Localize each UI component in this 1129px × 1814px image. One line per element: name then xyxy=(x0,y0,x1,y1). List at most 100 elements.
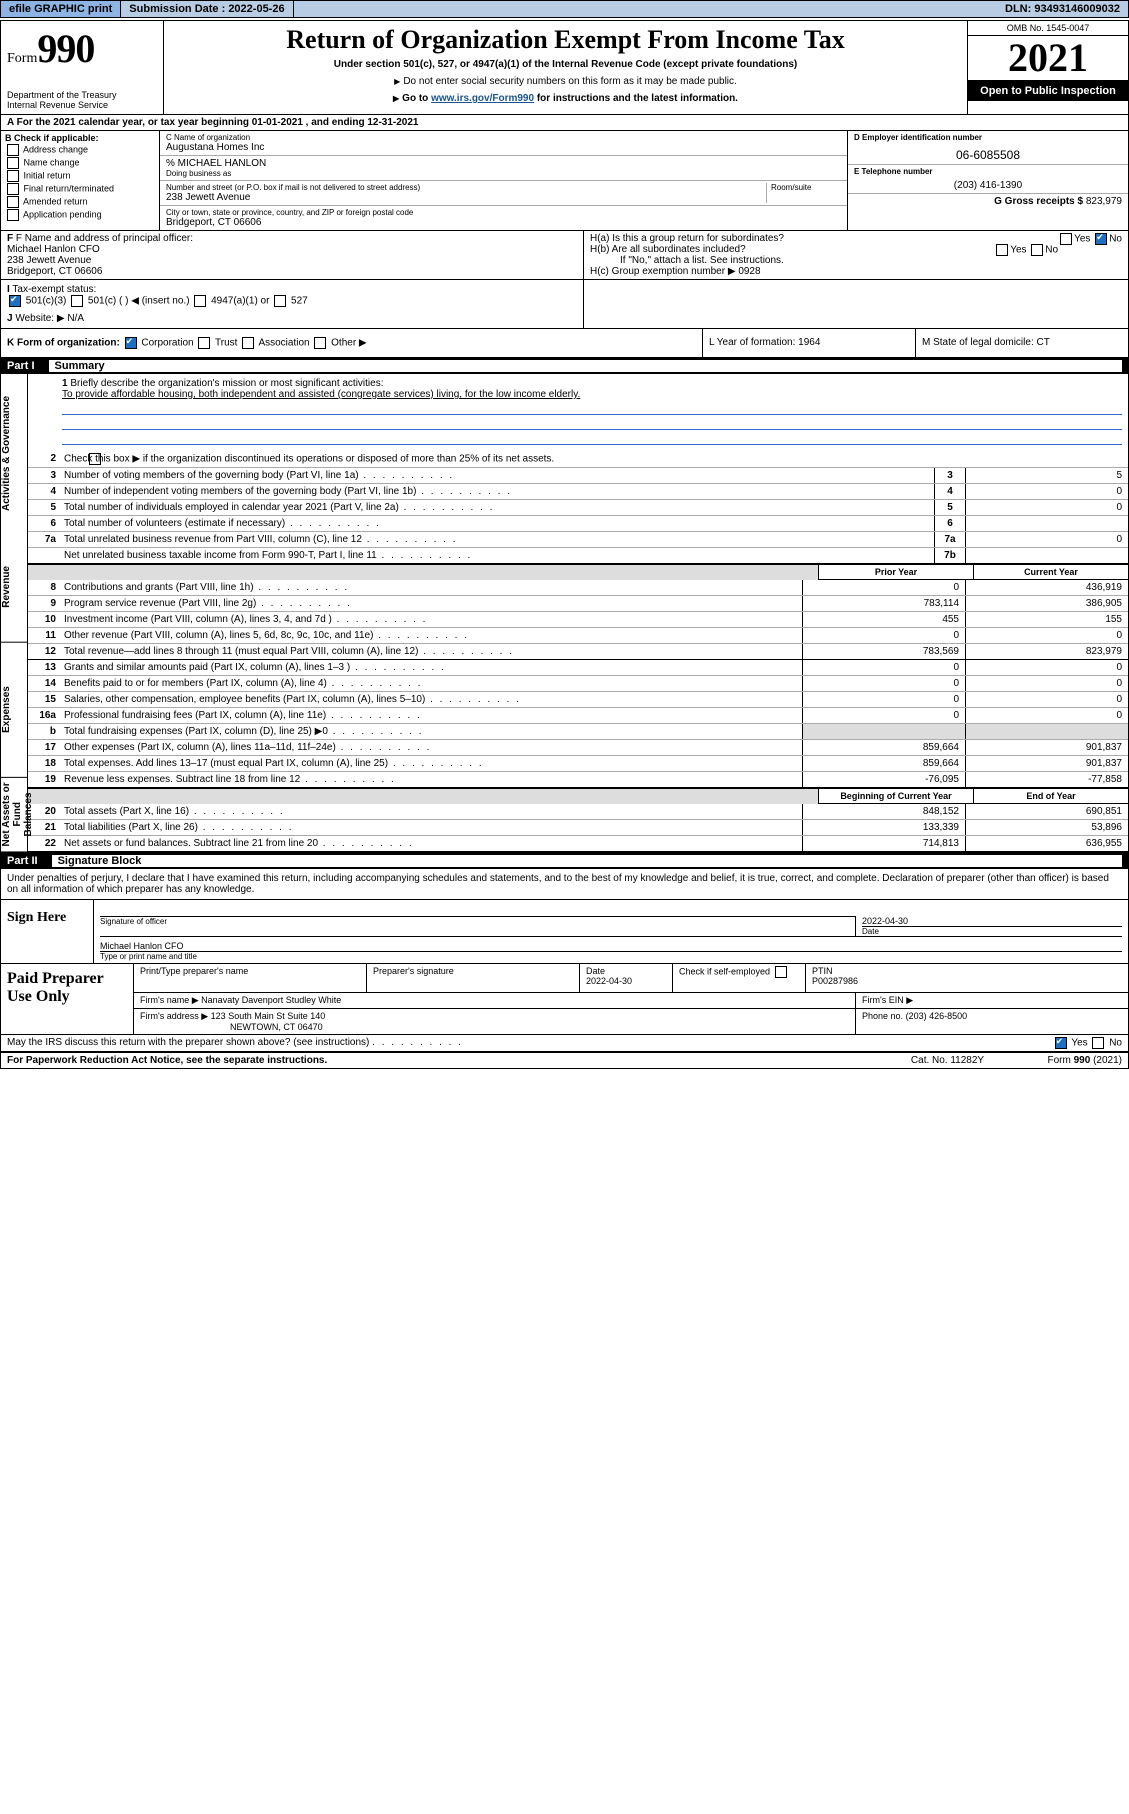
cb-trust[interactable] xyxy=(198,337,210,349)
self-employed-label: Check if self-employed xyxy=(679,966,770,976)
line2: Check this box ▶ if the organization dis… xyxy=(64,454,554,465)
cb-corp[interactable] xyxy=(125,337,137,349)
firm-phone-label: Phone no. xyxy=(862,1011,903,1021)
form-title: Return of Organization Exempt From Incom… xyxy=(170,25,961,55)
city-label: City or town, state or province, country… xyxy=(166,208,841,217)
cb-app-pending[interactable] xyxy=(7,209,19,221)
may-irs-no[interactable] xyxy=(1092,1037,1104,1049)
penalties-text: Under penalties of perjury, I declare th… xyxy=(1,869,1128,900)
col-b-header: B Check if applicable: xyxy=(5,133,155,143)
firm-name: Nanavaty Davenport Studley White xyxy=(201,995,341,1005)
hdr-end-year: End of Year xyxy=(973,788,1128,804)
ha-label: H(a) Is this a group return for subordin… xyxy=(590,233,784,244)
website-value: N/A xyxy=(67,313,84,324)
signer-name: Michael Hanlon CFO xyxy=(100,941,1122,951)
cb-amended[interactable] xyxy=(7,196,19,208)
form-footer: Form 990 (2021) xyxy=(1048,1055,1122,1066)
irs-label: Internal Revenue Service xyxy=(7,100,157,110)
hdr-begin-year: Beginning of Current Year xyxy=(818,788,973,804)
hb-no[interactable] xyxy=(1031,244,1043,256)
firm-addr2: NEWTOWN, CT 06470 xyxy=(140,1022,323,1032)
form-990: Form990 Department of the Treasury Inter… xyxy=(0,20,1129,1069)
firm-name-label: Firm's name ▶ xyxy=(140,995,199,1005)
topbar: efile GRAPHIC print Submission Date : 20… xyxy=(0,0,1129,18)
goto-pre: Go to xyxy=(402,93,431,104)
website-label: Website: ▶ xyxy=(15,313,64,324)
officer-label: F Name and address of principal officer: xyxy=(16,233,193,244)
irs-link[interactable]: www.irs.gov/Form990 xyxy=(431,93,534,104)
cb-501c3[interactable] xyxy=(9,295,21,307)
ssn-warning: Do not enter social security numbers on … xyxy=(403,76,736,87)
submission-date: Submission Date : 2022-05-26 xyxy=(121,1,293,17)
cb-assoc[interactable] xyxy=(242,337,254,349)
ptin-label: PTIN xyxy=(812,966,1122,976)
firm-addr1: 123 South Main St Suite 140 xyxy=(211,1011,326,1021)
cb-other[interactable] xyxy=(314,337,326,349)
efile-link[interactable]: efile GRAPHIC print xyxy=(1,1,121,17)
form-word: Form xyxy=(7,51,37,66)
form-id-block: Form990 Department of the Treasury Inter… xyxy=(1,21,164,114)
hb-note: If "No," attach a list. See instructions… xyxy=(590,255,1122,266)
sidebar-expenses: Expenses xyxy=(1,643,27,778)
hdr-prior-year: Prior Year xyxy=(818,564,973,580)
cb-4947[interactable] xyxy=(194,295,206,307)
hb-label: H(b) Are all subordinates included? xyxy=(590,244,746,255)
sig-officer-label: Signature of officer xyxy=(100,916,855,926)
may-irs-yes[interactable] xyxy=(1055,1037,1067,1049)
tel-label: E Telephone number xyxy=(854,167,1122,176)
ha-no[interactable] xyxy=(1095,233,1107,245)
org-name-label: C Name of organization xyxy=(166,133,841,142)
officer-name: Michael Hanlon CFO xyxy=(7,244,100,255)
prep-date-label: Date xyxy=(586,966,666,976)
state-domicile: M State of legal domicile: CT xyxy=(915,329,1128,357)
may-irs-q: May the IRS discuss this return with the… xyxy=(7,1037,369,1048)
part-2-header: Part IISignature Block xyxy=(1,853,1128,869)
street-label: Number and street (or P.O. box if mail i… xyxy=(166,183,766,192)
firm-addr-label: Firm's address ▶ xyxy=(140,1011,208,1021)
cb-initial-return[interactable] xyxy=(7,170,19,182)
row-a-period: A For the 2021 calendar year, or tax yea… xyxy=(1,115,1128,131)
ein-label: D Employer identification number xyxy=(854,133,1122,142)
cb-501c[interactable] xyxy=(71,295,83,307)
cb-name-change[interactable] xyxy=(7,157,19,169)
hb-yes[interactable] xyxy=(996,244,1008,256)
mission-q: Briefly describe the organization's miss… xyxy=(70,378,383,389)
preparer-sig-label: Preparer's signature xyxy=(373,966,573,976)
cb-self-employed[interactable] xyxy=(775,966,787,978)
cb-discontinued[interactable] xyxy=(89,453,101,465)
ha-yes[interactable] xyxy=(1060,233,1072,245)
cat-no: Cat. No. 11282Y xyxy=(848,1055,1048,1066)
preparer-name-label: Print/Type preparer's name xyxy=(140,966,360,976)
sign-date-label: Date xyxy=(862,926,1122,936)
cb-address-change[interactable] xyxy=(7,144,19,156)
street-address: 238 Jewett Avenue xyxy=(166,192,766,203)
cb-final-return[interactable] xyxy=(7,183,19,195)
gross-value: 823,979 xyxy=(1086,196,1122,207)
officer-addr1: 238 Jewett Avenue xyxy=(7,255,91,266)
k-label: K Form of organization: xyxy=(7,338,120,349)
dln: DLN: 93493146009032 xyxy=(997,1,1128,17)
sign-here-label: Sign Here xyxy=(1,900,93,963)
signer-name-label: Type or print name and title xyxy=(100,951,1122,961)
mission-statement: To provide affordable housing, both inde… xyxy=(62,389,580,400)
tel-value: (203) 416-1390 xyxy=(854,180,1122,191)
open-to-public: Open to Public Inspection xyxy=(968,81,1128,101)
ptin-value: P00287986 xyxy=(812,976,1122,986)
cb-527[interactable] xyxy=(274,295,286,307)
firm-phone: (203) 426-8500 xyxy=(906,1011,968,1021)
dept-treasury: Department of the Treasury xyxy=(7,90,157,100)
prep-date: 2022-04-30 xyxy=(586,976,666,986)
hc-label: H(c) Group exemption number ▶ xyxy=(590,266,736,277)
goto-post: for instructions and the latest informat… xyxy=(534,93,738,104)
org-name: Augustana Homes Inc xyxy=(166,142,841,153)
sign-date: 2022-04-30 xyxy=(862,916,908,926)
sidebar-governance: Activities & Governance xyxy=(1,374,27,533)
part-1-header: Part ISummary xyxy=(1,358,1128,374)
tax-status-label: Tax-exempt status: xyxy=(12,284,96,295)
paid-preparer-label: Paid Preparer Use Only xyxy=(1,964,133,1034)
ein-value: 06-6085508 xyxy=(854,148,1122,162)
firm-ein-label: Firm's EIN ▶ xyxy=(862,995,913,1005)
officer-addr2: Bridgeport, CT 06606 xyxy=(7,266,102,277)
dba-label: Doing business as xyxy=(166,169,841,178)
room-label: Room/suite xyxy=(771,183,841,192)
